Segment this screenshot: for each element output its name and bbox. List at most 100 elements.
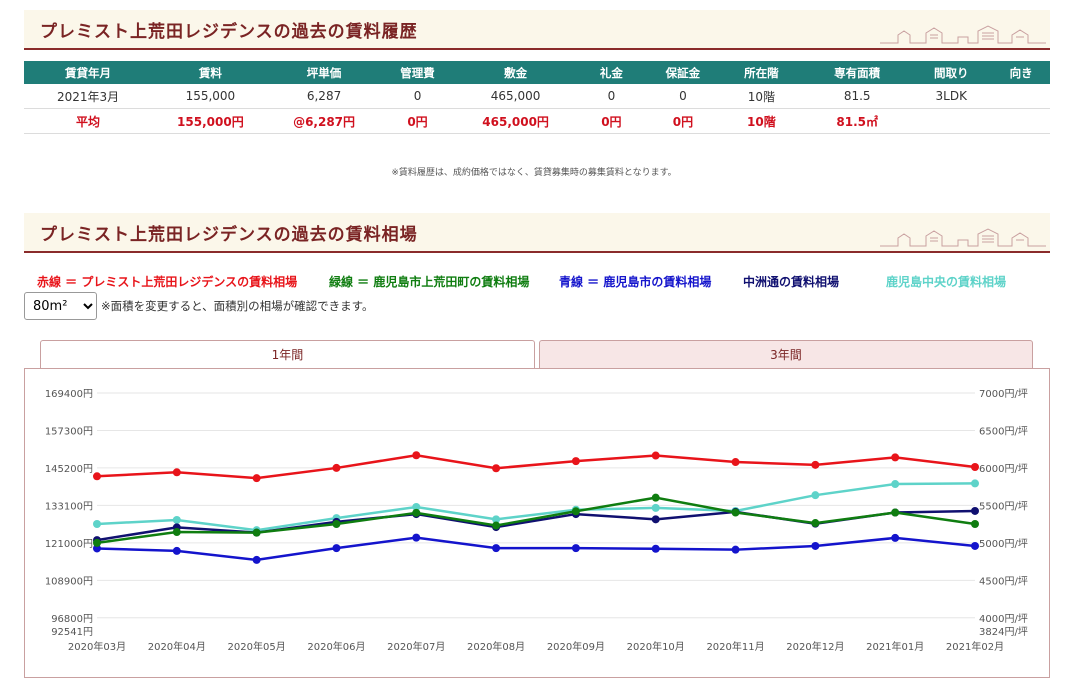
data-point [492, 544, 501, 553]
tab-1-year[interactable]: 1年間 [40, 340, 535, 370]
data-point [93, 519, 101, 528]
rent-history-note: ※賃料履歴は、成約価格ではなく、賃貸募集時の募集賃料となります。 [391, 168, 677, 178]
tab-3-years[interactable]: 3年間 [539, 340, 1033, 370]
data-point [811, 491, 820, 500]
data-point [93, 538, 101, 547]
townscape-decoration-icon [880, 25, 1046, 44]
y2-tick-label: 4500円/坪 [979, 574, 1028, 587]
data-point [811, 541, 820, 550]
data-point [492, 521, 501, 530]
rent-history-table: 賃貸年月 賃料 坪単価 管理費 敷金 礼金 保証金 所在階 専有面積 間取り 向… [24, 61, 1050, 134]
data-point [412, 451, 421, 460]
col-header-key-money: 礼金 [575, 61, 648, 84]
data-point [412, 502, 421, 511]
data-point [93, 472, 101, 481]
market-section-title: プレミスト上荒田レジデンスの過去の賃料相場 [40, 225, 418, 245]
data-point [811, 460, 820, 469]
table-cell [910, 108, 993, 134]
data-point [971, 463, 979, 472]
table-cell: 0 [379, 84, 456, 109]
data-point [412, 533, 421, 542]
rent-market-line-chart: 169400円 7000円/坪 157300円 6500円/坪 145200円 6000円… [45, 387, 1028, 653]
data-point [571, 507, 580, 516]
data-point [172, 468, 181, 477]
x-tick-label: 2020年11月 [706, 640, 764, 653]
area-select[interactable]: 80m² [24, 292, 97, 320]
data-point [651, 503, 660, 512]
table-cell: 2021年3月 [24, 84, 153, 109]
data-point [93, 544, 101, 553]
x-tick-label: 2020年04月 [148, 640, 206, 653]
data-point [252, 555, 261, 564]
market-section-header: プレミスト上荒田レジデンスの過去の賃料相場 [24, 213, 1050, 253]
col-header-area: 専有面積 [804, 61, 911, 84]
table-cell: 81.5㎡ [804, 108, 911, 134]
table-cell: 6,287 [268, 84, 380, 109]
data-point [571, 457, 580, 466]
y-tick-label: 169400円 [45, 389, 93, 400]
chart-panel: 169400円 7000円/坪 157300円 6500円/坪 145200円 6000円… [24, 368, 1050, 678]
data-point [891, 533, 900, 542]
data-point [252, 528, 261, 537]
x-tick-label: 2020年09月 [547, 640, 605, 653]
data-point [891, 508, 900, 517]
legend-blue-line: 青線 ＝ 鹿児島市の賃料相場 [559, 275, 712, 289]
legend-green-line: 緑線 ＝ 鹿児島市上荒田町の賃料相場 [329, 275, 530, 289]
data-point [651, 493, 660, 502]
x-tick-label: 2021年02月 [946, 640, 1004, 653]
table-cell: 平均 [24, 108, 153, 134]
table-cell: 0円 [575, 108, 648, 134]
x-tick-label: 2020年05月 [228, 640, 286, 653]
table-cell: 0円 [647, 108, 719, 134]
data-point [731, 545, 740, 554]
series-line [96, 536, 976, 562]
table-average-row: 平均 155,000円 @6,287円 0円 465,000円 0円 0円 10… [24, 108, 1050, 134]
data-point [172, 528, 181, 537]
table-cell: 81.5 [804, 84, 911, 109]
table-header-row: 賃貸年月 賃料 坪単価 管理費 敷金 礼金 保証金 所在階 専有面積 間取り 向… [24, 61, 1050, 84]
data-point [172, 515, 181, 524]
y-tick-label: 145200円 [45, 464, 93, 475]
legend-navy-label: 中洲通の賃料相場 [743, 275, 840, 289]
table-cell: 0円 [379, 108, 456, 134]
data-point [172, 546, 181, 555]
data-point [651, 451, 660, 460]
legend-cyan-label: 鹿児島中央の賃料相場 [886, 275, 1007, 289]
x-tick-label: 2020年12月 [786, 640, 844, 653]
x-tick-label: 2020年07月 [387, 640, 445, 653]
y-tick-label: 96800円 [51, 614, 93, 625]
table-cell: 10階 [718, 84, 805, 109]
x-tick-label: 2020年08月 [467, 640, 525, 653]
x-tick-label: 2021年01月 [866, 640, 924, 653]
table-cell [992, 108, 1050, 134]
legend-navy-toggle[interactable]: ✓中洲通の賃料相場 [743, 273, 840, 557]
table-cell: 10階 [718, 108, 805, 134]
y-tick-label: 157300円 [45, 426, 93, 437]
data-point [252, 474, 261, 483]
series-line [96, 482, 976, 532]
x-tick-label: 2020年06月 [307, 640, 365, 653]
table-cell: 155,000 [152, 84, 269, 109]
data-point [571, 544, 580, 553]
y-tick-label: 92541円 [51, 627, 93, 638]
data-point [811, 519, 820, 528]
data-point [971, 479, 979, 488]
table-cell: 0 [575, 84, 648, 109]
y2-tick-label: 7000円/坪 [979, 387, 1028, 400]
y-tick-label: 133100円 [45, 501, 93, 512]
legend-cyan-toggle[interactable]: ✓鹿児島中央の賃料相場 [886, 273, 1007, 557]
data-point [971, 519, 979, 528]
y2-tick-label: 5500円/坪 [979, 499, 1028, 512]
data-point [332, 463, 341, 472]
y2-tick-label: 6500円/坪 [979, 424, 1028, 437]
history-section-header: プレミスト上荒田レジデンスの過去の賃料履歴 [24, 10, 1050, 50]
table-cell: 465,000 [455, 84, 576, 109]
data-point [731, 458, 740, 467]
col-header-layout: 間取り [910, 61, 993, 84]
legend-red-line: 赤線 ＝ プレミスト上荒田レジデンスの賃料相場 [37, 275, 298, 289]
data-point [891, 453, 900, 462]
x-tick-label: 2020年10月 [627, 640, 685, 653]
col-header-rent-month: 賃貸年月 [24, 61, 153, 84]
col-header-management-fee: 管理費 [379, 61, 456, 84]
table-cell: 0 [647, 84, 719, 109]
